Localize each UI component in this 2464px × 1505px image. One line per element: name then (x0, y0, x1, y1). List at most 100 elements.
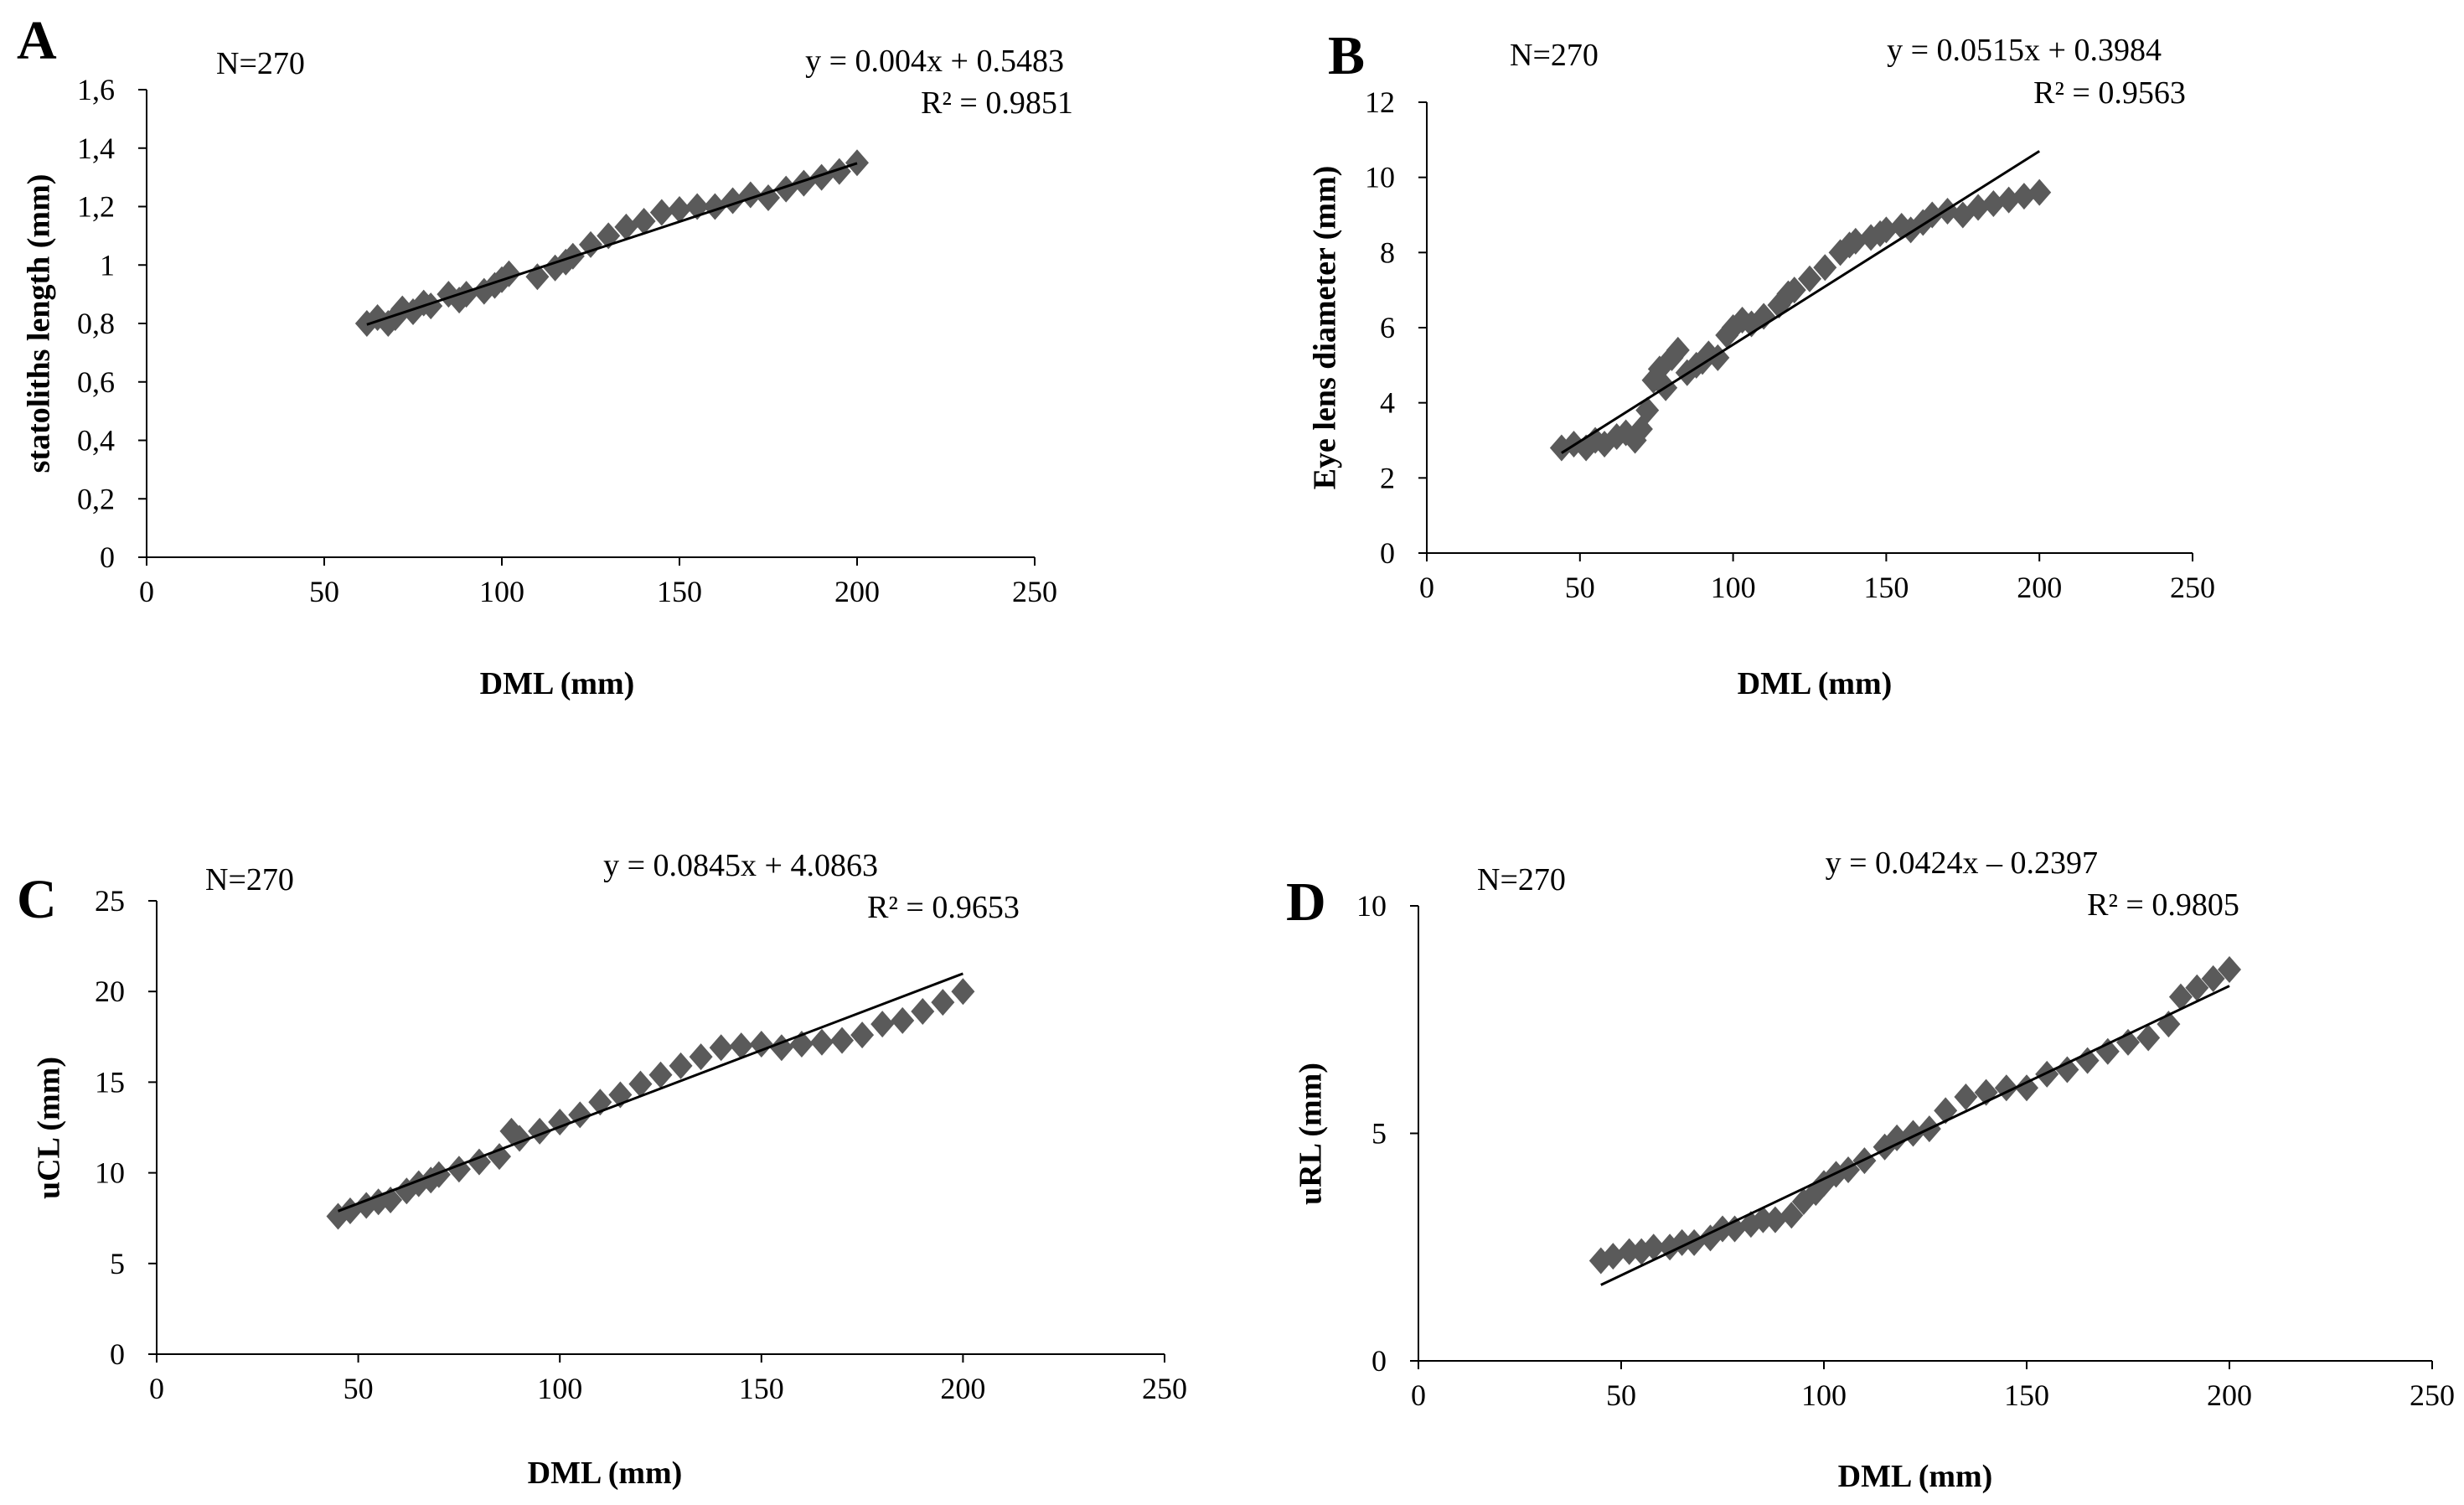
data-point (1617, 1238, 1641, 1265)
x-tick-label: 100 (537, 1372, 582, 1405)
r-squared-label: R² = 0.9653 (867, 890, 1020, 925)
data-point (721, 187, 745, 215)
x-tick-label: 250 (2170, 571, 2215, 604)
y-axis-title: statoliths length (mm) (22, 174, 57, 473)
data-point (426, 1161, 451, 1188)
x-tick-label: 150 (2004, 1378, 2049, 1412)
y-tick-label: 0,4 (77, 424, 115, 458)
data-point (830, 1027, 855, 1054)
data-point (1966, 194, 1991, 221)
x-tick-label: 150 (739, 1372, 784, 1405)
y-tick-label: 8 (1380, 235, 1395, 269)
x-tick-label: 0 (149, 1372, 164, 1405)
x-tick-label: 50 (1565, 571, 1595, 604)
y-tick-label: 15 (95, 1065, 125, 1099)
x-axis-title: DML (mm) (1738, 666, 1893, 701)
y-tick-label: 12 (1365, 85, 1395, 119)
data-point (1981, 190, 2006, 218)
y-tick-label: 1,4 (77, 132, 115, 165)
data-point (2015, 1074, 2038, 1102)
data-point (689, 1043, 713, 1071)
data-point (774, 175, 798, 203)
data-point (951, 978, 975, 1006)
r-squared-label: R² = 0.9563 (2033, 75, 2186, 111)
data-point (1601, 1243, 1625, 1270)
r-squared-label: R² = 0.9851 (921, 85, 1073, 121)
data-point (931, 989, 955, 1016)
data-point (2095, 1037, 2120, 1065)
data-point (827, 158, 851, 185)
data-point (406, 1170, 431, 1197)
x-tick-label: 50 (344, 1372, 374, 1405)
data-point (1954, 1083, 1978, 1111)
panel-letter: A (17, 10, 57, 71)
x-tick-label: 0 (1411, 1378, 1426, 1412)
x-tick-label: 200 (940, 1372, 985, 1405)
panel-letter: B (1328, 25, 1365, 86)
data-point (1997, 186, 2021, 214)
x-tick-label: 50 (1606, 1378, 1636, 1412)
y-tick-label: 1,6 (77, 73, 115, 106)
y-tick-label: 1,2 (77, 190, 115, 224)
data-point (488, 1143, 512, 1171)
data-point (738, 181, 762, 209)
data-point (2035, 1060, 2059, 1088)
data-point (2028, 178, 2052, 206)
data-point (1752, 303, 1776, 330)
x-tick-label: 50 (309, 575, 339, 608)
data-point (2075, 1047, 2100, 1074)
data-point (1885, 1124, 1909, 1151)
y-tick-label: 10 (95, 1156, 125, 1190)
panel-letter: D (1286, 871, 1326, 933)
panel-letter: C (17, 869, 57, 930)
data-point (870, 1011, 895, 1038)
data-point (1751, 1206, 1775, 1233)
y-tick-label: 4 (1380, 386, 1395, 420)
y-tick-label: 0 (100, 540, 115, 574)
x-tick-label: 250 (1012, 575, 1057, 608)
data-point (891, 1006, 915, 1034)
panel-b: 0 2 4 6 8 10 12 0 50 100 150 200 250 B N=270 y = 0.0515… (1308, 25, 2215, 701)
y-tick-label: 25 (95, 884, 125, 918)
data-point (845, 149, 869, 177)
y-tick-label: 5 (1371, 1117, 1387, 1151)
r-squared-label: R² = 0.9805 (2087, 887, 2239, 923)
y-tick-label: 0 (1371, 1344, 1387, 1378)
trend-line (1561, 150, 2041, 454)
data-point (703, 193, 727, 220)
y-axis-title: Eye lens diameter (mm) (1308, 166, 1343, 490)
data-point (669, 1052, 693, 1079)
x-tick-label: 200 (2207, 1378, 2252, 1412)
y-tick-label: 6 (1380, 311, 1395, 344)
data-point (1682, 1228, 1707, 1256)
y-tick-label: 0,6 (77, 365, 115, 399)
x-tick-label: 150 (1863, 571, 1909, 604)
data-point (1711, 1215, 1734, 1243)
data-point (850, 1021, 875, 1049)
data-point (1836, 1156, 1861, 1183)
x-tick-label: 100 (1801, 1378, 1847, 1412)
regression-equation: y = 0.0845x + 4.0863 (603, 848, 878, 883)
sample-size-label: N=270 (1510, 38, 1599, 73)
data-point (709, 1034, 733, 1062)
sample-size-label: N=270 (205, 862, 294, 897)
data-point (1641, 1233, 1666, 1261)
data-point (579, 230, 602, 258)
trend-line (1600, 985, 2230, 1286)
panel-a: 0 0,2 0,4 0,6 0,8 1 1,2 1,4 1,6 0 50 100 150 200 250 A N… (17, 10, 1073, 701)
data-point (1843, 227, 1867, 255)
data-point (2218, 956, 2241, 984)
x-tick-label: 100 (1711, 571, 1756, 604)
data-point (1666, 336, 1690, 364)
data-point (1723, 1215, 1747, 1243)
y-tick-label: 20 (95, 975, 125, 1008)
data-point (2168, 983, 2193, 1011)
data-point (2136, 1024, 2161, 1052)
data-point (2201, 965, 2225, 992)
y-axis-title: uCL (mm) (32, 1057, 67, 1199)
data-point (729, 1032, 753, 1060)
data-point (668, 195, 691, 223)
